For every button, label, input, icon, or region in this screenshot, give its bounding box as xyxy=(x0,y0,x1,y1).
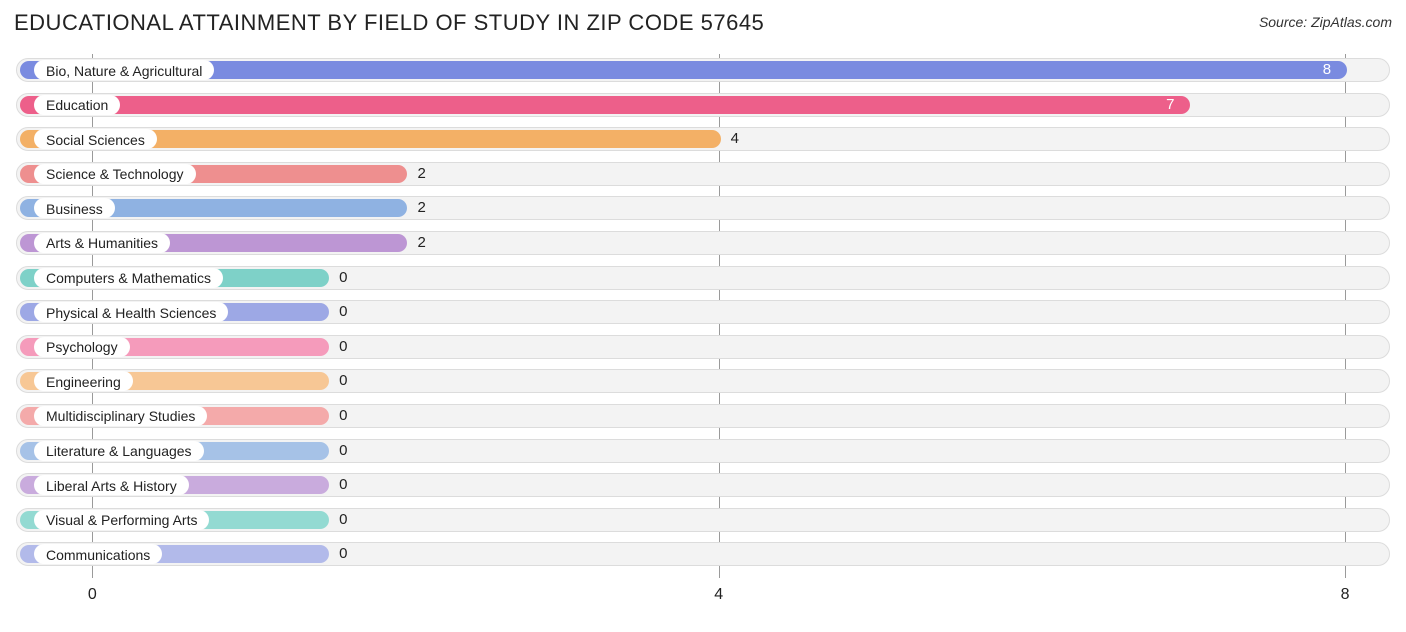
bar-label: Social Sciences xyxy=(34,129,157,149)
bar-value: 0 xyxy=(339,506,347,534)
axis-tick-label: 0 xyxy=(88,586,97,604)
bar-value: 2 xyxy=(417,194,425,222)
bar-value: 0 xyxy=(339,540,347,568)
bar-label: Science & Technology xyxy=(34,164,196,184)
bar-row: Arts & Humanities 2 xyxy=(14,229,1392,257)
bar-label: Computers & Mathematics xyxy=(34,268,223,288)
bar-value: 0 xyxy=(339,471,347,499)
x-axis: 0 4 8 xyxy=(14,582,1392,606)
bar-row: Liberal Arts & History 0 xyxy=(14,471,1392,499)
bar-value: 0 xyxy=(339,437,347,465)
bar-fill xyxy=(20,96,1190,114)
bar-value: 7 xyxy=(1166,91,1174,119)
bar-value: 0 xyxy=(339,264,347,292)
chart-bars: Bio, Nature & Agricultural 8 Education 7 Soc… xyxy=(14,56,1392,578)
bar-row: Computers & Mathematics 0 xyxy=(14,264,1392,292)
bar-fill xyxy=(20,61,1347,79)
bar-value: 4 xyxy=(731,125,739,153)
chart-source: Source: ZipAtlas.com xyxy=(1259,10,1392,30)
bar-value: 0 xyxy=(339,367,347,395)
bar-row: Science & Technology 2 xyxy=(14,160,1392,188)
axis-tick-label: 4 xyxy=(714,586,723,604)
bar-row: Literature & Languages 0 xyxy=(14,437,1392,465)
bar-row: Physical & Health Sciences 0 xyxy=(14,298,1392,326)
chart-container: EDUCATIONAL ATTAINMENT BY FIELD OF STUDY… xyxy=(0,0,1406,632)
bar-label: Education xyxy=(34,95,120,115)
bar-row: Bio, Nature & Agricultural 8 xyxy=(14,56,1392,84)
bar-label: Literature & Languages xyxy=(34,441,204,461)
chart-plot: Bio, Nature & Agricultural 8 Education 7 Soc… xyxy=(14,54,1392,606)
chart-header: EDUCATIONAL ATTAINMENT BY FIELD OF STUDY… xyxy=(14,10,1392,36)
axis-tick-label: 8 xyxy=(1341,586,1350,604)
bar-row: Visual & Performing Arts 0 xyxy=(14,506,1392,534)
chart-title: EDUCATIONAL ATTAINMENT BY FIELD OF STUDY… xyxy=(14,10,764,36)
bar-row: Engineering 0 xyxy=(14,367,1392,395)
bar-label: Engineering xyxy=(34,371,133,391)
bar-label: Arts & Humanities xyxy=(34,233,170,253)
bar-row: Communications 0 xyxy=(14,540,1392,568)
bar-value: 2 xyxy=(417,229,425,257)
bar-value: 0 xyxy=(339,298,347,326)
bar-label: Business xyxy=(34,198,115,218)
bar-value: 0 xyxy=(339,333,347,361)
bar-row: Multidisciplinary Studies 0 xyxy=(14,402,1392,430)
bar-label: Multidisciplinary Studies xyxy=(34,406,207,426)
bar-label: Communications xyxy=(34,544,162,564)
bar-label: Visual & Performing Arts xyxy=(34,510,209,530)
bar-row: Social Sciences 4 xyxy=(14,125,1392,153)
bar-label: Psychology xyxy=(34,337,130,357)
bar-value: 2 xyxy=(417,160,425,188)
bar-label: Physical & Health Sciences xyxy=(34,302,228,322)
bar-value: 8 xyxy=(1323,56,1331,84)
bar-value: 0 xyxy=(339,402,347,430)
bar-row: Education 7 xyxy=(14,91,1392,119)
bar-label: Bio, Nature & Agricultural xyxy=(34,60,214,80)
bar-row: Psychology 0 xyxy=(14,333,1392,361)
bar-row: Business 2 xyxy=(14,194,1392,222)
bar-label: Liberal Arts & History xyxy=(34,475,189,495)
